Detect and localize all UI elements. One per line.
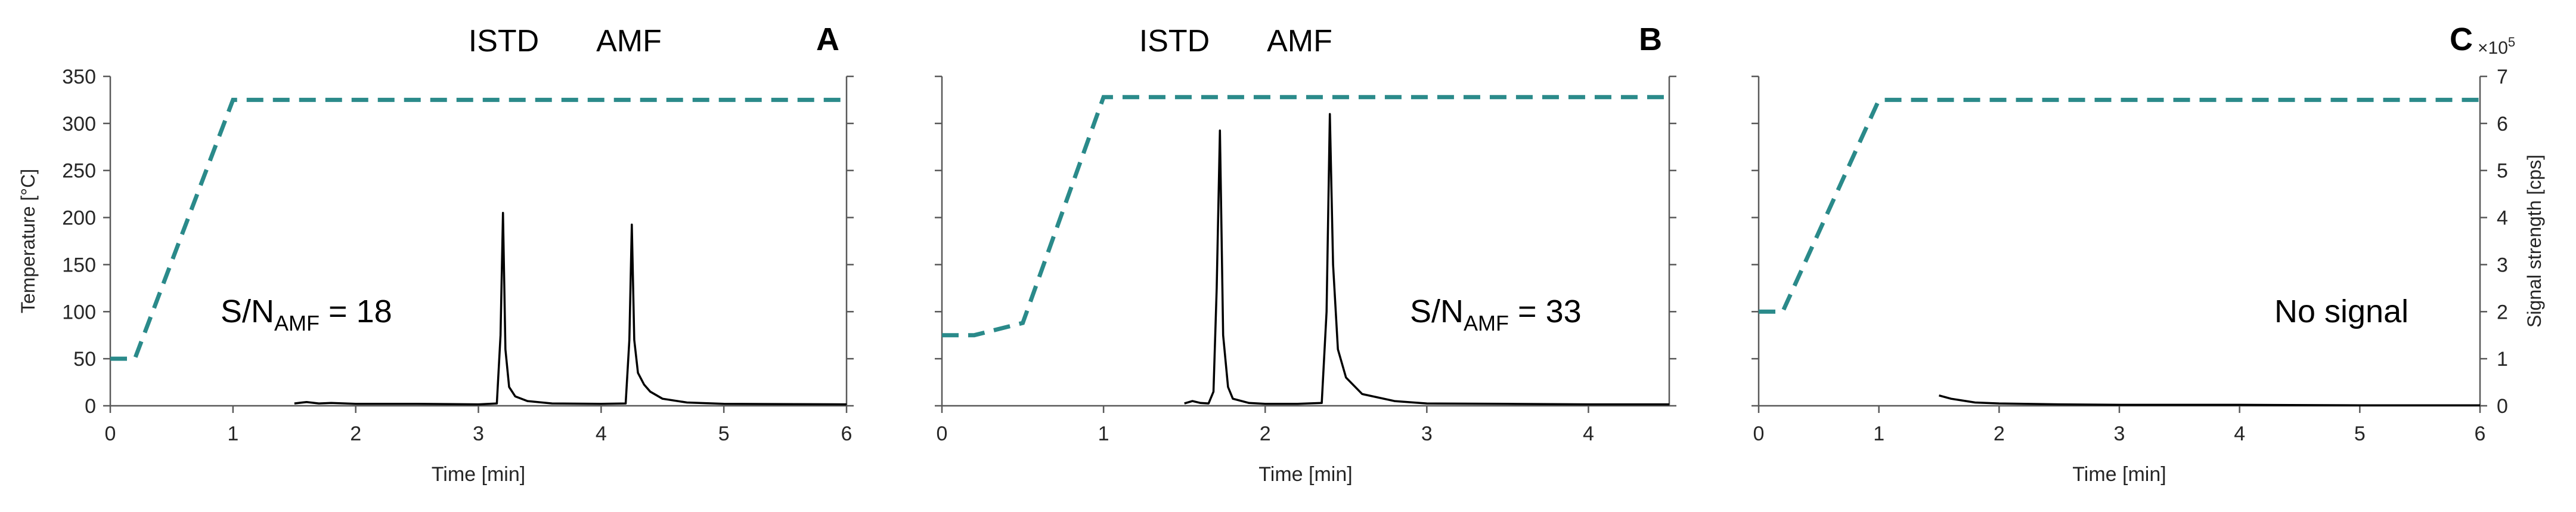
chart-panel-b: 0 1 2 3 4 Time [min] B ISTD AMF S/NAMF = 33 — [935, 21, 1676, 486]
peak-label: ISTD — [469, 24, 539, 58]
right-tick-label: 1 — [2497, 348, 2508, 371]
peak-label: AMF — [1267, 24, 1332, 58]
x-tick-label: 5 — [2354, 422, 2366, 445]
signal-trace-line — [1939, 394, 2480, 406]
annotation: S/NAMF = 18 — [221, 294, 392, 335]
x-tick-label: 0 — [105, 422, 116, 445]
right-tick-label: 2 — [2497, 301, 2508, 323]
temperature-program-line — [110, 97, 847, 361]
panel-label: A — [816, 21, 839, 57]
annotation: S/NAMF = 33 — [1410, 294, 1582, 335]
left-tick-label: 0 — [85, 395, 96, 418]
left-tick-label: 150 — [62, 254, 96, 276]
x-tick-label: 6 — [2475, 422, 2486, 445]
right-tick-label: 0 — [2497, 395, 2508, 418]
left-tick-label: 50 — [73, 348, 96, 371]
x-tick-label: 3 — [1421, 422, 1433, 445]
right-axis-multiplier: ×105 — [2478, 35, 2515, 58]
x-axis-title: Time [min] — [1258, 463, 1352, 486]
x-tick-label: 4 — [1583, 422, 1594, 445]
right-tick-label: 3 — [2497, 254, 2508, 276]
temperature-program-line — [942, 95, 1669, 338]
right-tick-label: 4 — [2497, 207, 2508, 230]
x-tick-label: 5 — [718, 422, 730, 445]
right-tick-label: 5 — [2497, 160, 2508, 183]
peak-label: AMF — [596, 24, 662, 58]
panel-label: C — [2450, 21, 2473, 57]
peak-label: ISTD — [1139, 24, 1210, 58]
x-tick-label: 0 — [937, 422, 948, 445]
temperature-program-line — [1759, 97, 2480, 314]
annotation: No signal — [2274, 294, 2408, 329]
x-tick-label: 4 — [596, 422, 607, 445]
left-axis-title: Temperature [°C] — [17, 169, 39, 313]
x-tick-label: 6 — [841, 422, 853, 445]
signal-trace-line — [1184, 113, 1669, 406]
right-tick-label: 6 — [2497, 113, 2508, 135]
panel-label: B — [1639, 21, 1662, 57]
x-tick-label: 3 — [473, 422, 484, 445]
right-tick-label: 7 — [2497, 66, 2508, 88]
x-tick-label: 1 — [1098, 422, 1109, 445]
left-tick-label: 250 — [62, 160, 96, 183]
chart-panel-a: 0 1 2 3 4 5 6 0 50 100 150 200 250 300 350 Time [min] Te… — [17, 21, 854, 486]
signal-trace-line — [294, 211, 847, 406]
right-axis-title: Signal strength [cps] — [2524, 155, 2545, 328]
left-tick-label: 100 — [62, 301, 96, 323]
x-tick-label: 1 — [1873, 422, 1884, 445]
left-tick-label: 350 — [62, 66, 96, 88]
x-tick-label: 4 — [2234, 422, 2245, 445]
x-axis-title: Time [min] — [432, 463, 525, 486]
x-tick-label: 1 — [227, 422, 238, 445]
x-tick-label: 2 — [350, 422, 361, 445]
x-tick-label: 3 — [2114, 422, 2125, 445]
x-tick-label: 0 — [1753, 422, 1765, 445]
x-tick-label: 2 — [1994, 422, 2005, 445]
x-axis-title: Time [min] — [2072, 463, 2166, 486]
left-tick-label: 300 — [62, 113, 96, 135]
x-tick-label: 2 — [1260, 422, 1271, 445]
left-tick-label: 200 — [62, 207, 96, 230]
